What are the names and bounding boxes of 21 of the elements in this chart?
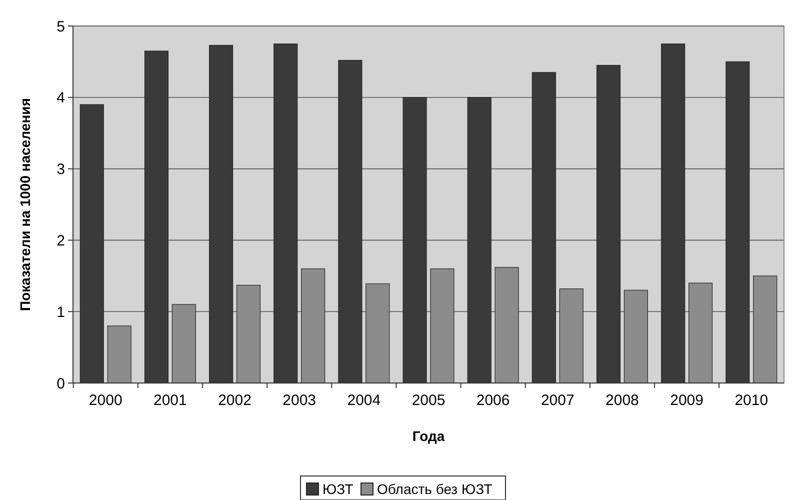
y-axis-title: Показатели на 1000 населения: [17, 98, 33, 311]
x-tick-label: 2008: [606, 392, 639, 409]
x-tick-label: 2003: [282, 392, 316, 409]
x-tick-label: 2005: [412, 392, 446, 409]
x-tick-label: 2007: [540, 392, 574, 409]
legend-label: Область без ЮЗТ: [377, 481, 493, 497]
x-tick-label: 2001: [154, 392, 187, 409]
x-axis-title: Года: [412, 428, 445, 444]
x-tick-label: 2002: [218, 392, 252, 409]
y-tick-label: 5: [56, 18, 65, 36]
x-tick-label: 2004: [347, 392, 381, 409]
y-tick-label: 4: [56, 90, 65, 107]
x-tick-label: 2006: [476, 392, 510, 409]
x-tick-label: 2010: [734, 392, 768, 409]
x-tick-label: 2009: [670, 392, 704, 409]
y-tick-label: 2: [56, 232, 65, 250]
y-tick-label: 3: [56, 161, 65, 178]
x-tick-label: 2000: [88, 392, 122, 409]
y-tick-label: 1: [56, 304, 65, 321]
legend-label: ЮЗТ: [322, 481, 354, 497]
y-tick-label: 0: [56, 375, 65, 392]
